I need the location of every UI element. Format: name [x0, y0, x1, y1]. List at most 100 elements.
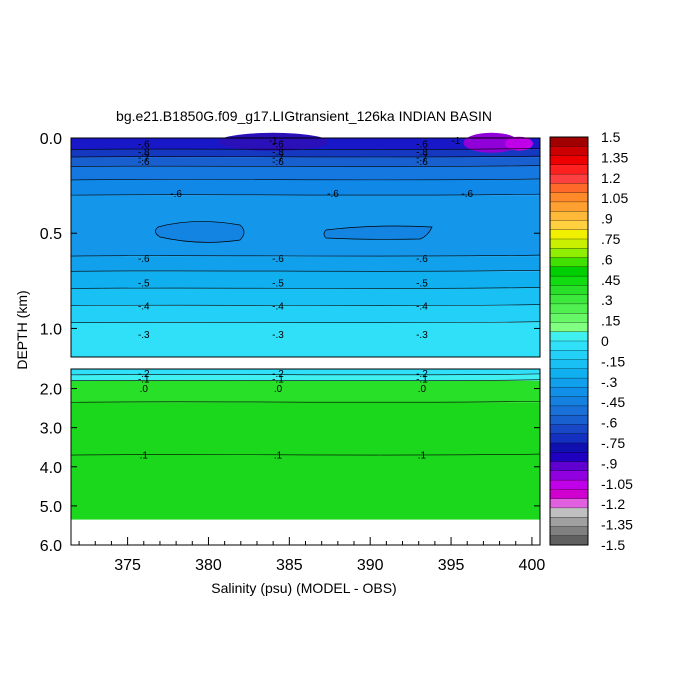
colorbar-label: -1.5 [601, 537, 625, 553]
contour-label: -.6 [416, 140, 428, 151]
colorbar-swatch [549, 517, 589, 527]
contour-label: -.1 [272, 374, 284, 385]
contour-band [71, 179, 540, 196]
colorbar: 1.5 1.35 1.2 1.05 .9 .75 .6 .45 .3 .15 0 -.15 -.3 -.4… [549, 129, 633, 553]
colorbar-label: 1.05 [601, 190, 628, 206]
contour-label: -.6 [170, 189, 182, 200]
contour-band [71, 157, 540, 167]
contour-band [71, 402, 540, 520]
colorbar-swatch [549, 303, 589, 314]
colorbar-swatch [549, 396, 589, 407]
contour-band [71, 322, 540, 357]
colorbar-swatch [549, 387, 589, 398]
colorbar-swatch [549, 201, 589, 212]
colorbar-label: .45 [601, 272, 621, 288]
contour-label: -.3 [416, 330, 428, 341]
x-axis-label: Salinity (psu) (MODEL - OBS) [211, 580, 396, 596]
colorbar-swatch [549, 313, 589, 323]
colorbar-swatch [549, 248, 589, 258]
colorbar-swatch [549, 340, 589, 351]
contour-label: -.6 [272, 254, 284, 265]
colorbar-swatch [549, 507, 589, 518]
contour-label: .1 [140, 450, 149, 461]
colorbar-swatch [549, 424, 589, 435]
contour-label: -.1 [138, 374, 150, 385]
colorbar-label: 0 [601, 333, 609, 349]
contour-label: -.8 [138, 147, 150, 158]
contour-line [70, 287, 541, 289]
contour-region [323, 225, 433, 240]
colorbar-swatch [549, 452, 589, 462]
contour-label: -.7 [272, 153, 284, 164]
contour-label: .0 [274, 384, 283, 395]
colorbar-swatch [549, 479, 589, 490]
x-tick-label: 380 [195, 557, 222, 574]
colorbar-label: 1.35 [601, 149, 628, 165]
y-tick-label: 5.0 [40, 499, 62, 516]
contour-line [70, 148, 541, 150]
contour-line [70, 373, 541, 376]
colorbar-swatch [549, 526, 589, 537]
contour-band [71, 374, 540, 381]
colorbar-swatch [549, 359, 589, 370]
contour-band [71, 271, 540, 289]
contour-label: .0 [140, 384, 149, 395]
colorbar-swatch [549, 470, 589, 481]
colorbar-label: -.15 [601, 353, 625, 369]
colorbar-label: -.3 [601, 374, 618, 390]
colorbar-swatch [549, 489, 589, 500]
upper-panel: -.6 -.6 -.6-.8 -.8 -.8-.7 -.7 -.7-.6 -.6 -.6-.6-… [40, 131, 541, 358]
colorbar-swatch [549, 294, 589, 305]
contour-label: -.4 [272, 302, 284, 313]
contour-line [70, 400, 541, 403]
y-tick-label: 0.0 [40, 131, 62, 148]
colorbar-swatch [549, 238, 589, 249]
contour-label: -.5 [272, 279, 284, 290]
colorbar-label: -.45 [601, 394, 625, 410]
colorbar-swatch [549, 257, 589, 268]
colorbar-label: 1.2 [601, 170, 621, 186]
colorbar-label: 1.5 [601, 129, 621, 145]
colorbar-swatch [549, 136, 589, 147]
contour-band [71, 288, 540, 306]
contour-label: -.4 [416, 302, 428, 313]
colorbar-swatch [549, 535, 589, 546]
contour-label: -.6 [272, 140, 284, 151]
x-axis: 375 380 385 390 395 400 [78, 537, 545, 574]
colorbar-swatch [549, 275, 589, 286]
contour-line [70, 178, 541, 181]
surface-anomaly [218, 132, 329, 151]
contour-band [71, 256, 540, 272]
colorbar-swatch [549, 350, 589, 360]
x-tick-label: 385 [276, 557, 303, 574]
contour-label: .1 [418, 450, 427, 461]
contour-label: -.5 [416, 279, 428, 290]
contour-band [71, 149, 540, 158]
colorbar-swatch [549, 146, 589, 156]
contour-label: -.8 [272, 147, 284, 158]
y-tick-label: 0.5 [40, 226, 62, 243]
colorbar-swatch [549, 173, 589, 184]
contour-label: -.3 [272, 330, 284, 341]
y-tick-label: 1.0 [40, 321, 62, 338]
colorbar-swatch [549, 211, 589, 221]
contour-label: -.7 [138, 153, 150, 164]
contour-line [70, 270, 541, 272]
colorbar-label: .6 [601, 251, 613, 267]
contour-line [70, 155, 541, 158]
y-tick-label: 2.0 [40, 382, 62, 399]
colorbar-frame [549, 136, 589, 546]
contour-label: -.1 [416, 374, 428, 385]
colorbar-swatch [549, 442, 589, 453]
colorbar-swatch [549, 498, 589, 509]
contour-line [70, 254, 541, 257]
contour-label: -.6 [327, 189, 339, 200]
colorbar-swatch [549, 377, 589, 388]
colorbar-swatch [549, 192, 589, 203]
contour-label: .0 [418, 384, 427, 395]
colorbar-label: -1.35 [601, 517, 633, 533]
colorbar-swatch [549, 322, 589, 333]
surface-anomaly [504, 136, 533, 151]
y-tick-label: 6.0 [40, 538, 62, 555]
x-tick-label: 390 [357, 557, 384, 574]
